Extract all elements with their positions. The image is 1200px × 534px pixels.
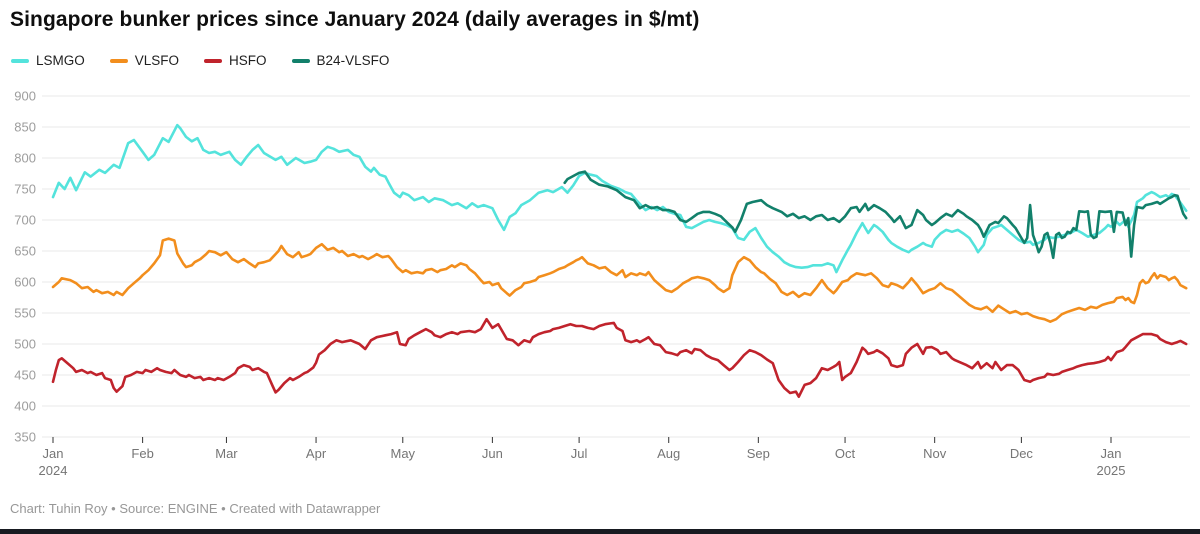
legend-label: B24-VLSFO (316, 53, 390, 68)
legend-item-hsfo: HSFO (204, 53, 267, 68)
x-axis-year-label: 2025 (1097, 463, 1126, 478)
x-axis-label: Nov (923, 446, 947, 461)
bottom-embed-bar (0, 529, 1200, 534)
series-line-vlsfo (51, 237, 1188, 324)
legend-item-b24-vlsfo: B24-VLSFO (291, 53, 390, 68)
legend-swatch-icon (291, 58, 310, 63)
x-axis-label: Jan (43, 446, 64, 461)
y-axis-label: 400 (14, 399, 36, 414)
x-axis-label: Sep (747, 446, 770, 461)
x-axis-label: Dec (1010, 446, 1034, 461)
legend-swatch-icon (204, 58, 223, 63)
y-axis-label: 500 (14, 337, 36, 352)
x-axis-label: Mar (215, 446, 238, 461)
y-axis-label: 350 (14, 430, 36, 445)
x-axis-label: Oct (835, 446, 856, 461)
y-axis-label: 700 (14, 213, 36, 228)
y-axis-label: 650 (14, 244, 36, 259)
attribution-footer: Chart: Tuhin Roy • Source: ENGINE • Crea… (10, 501, 381, 516)
legend-item-lsmgo: LSMGO (11, 53, 85, 68)
x-axis-year-label: 2024 (39, 463, 68, 478)
series-line-lsmgo (51, 123, 1188, 274)
x-axis-label: Jan (1101, 446, 1122, 461)
legend: LSMGO VLSFO HSFO B24-VLSFO (11, 53, 389, 68)
x-axis-label: Apr (306, 446, 327, 461)
y-axis-label: 550 (14, 306, 36, 321)
x-axis-label: May (390, 446, 415, 461)
y-axis-label: 750 (14, 182, 36, 197)
legend-label: LSMGO (36, 53, 85, 68)
x-axis-label: Feb (131, 446, 153, 461)
y-axis-label: 450 (14, 368, 36, 383)
y-axis-label: 600 (14, 275, 36, 290)
series-line-b24-vlsfo (563, 170, 1188, 260)
x-axis-label: Aug (657, 446, 680, 461)
legend-label: HSFO (229, 53, 267, 68)
legend-label: VLSFO (134, 53, 180, 68)
chart-title: Singapore bunker prices since January 20… (10, 8, 700, 31)
y-axis-label: 850 (14, 120, 36, 135)
series-line-hsfo (51, 317, 1188, 399)
legend-swatch-icon (109, 58, 128, 63)
y-axis-label: 800 (14, 151, 36, 166)
legend-item-vlsfo: VLSFO (109, 53, 180, 68)
legend-swatch-icon (11, 58, 29, 63)
x-axis-label: Jun (482, 446, 503, 461)
y-axis-label: 900 (14, 89, 36, 104)
x-axis-label: Jul (571, 446, 588, 461)
